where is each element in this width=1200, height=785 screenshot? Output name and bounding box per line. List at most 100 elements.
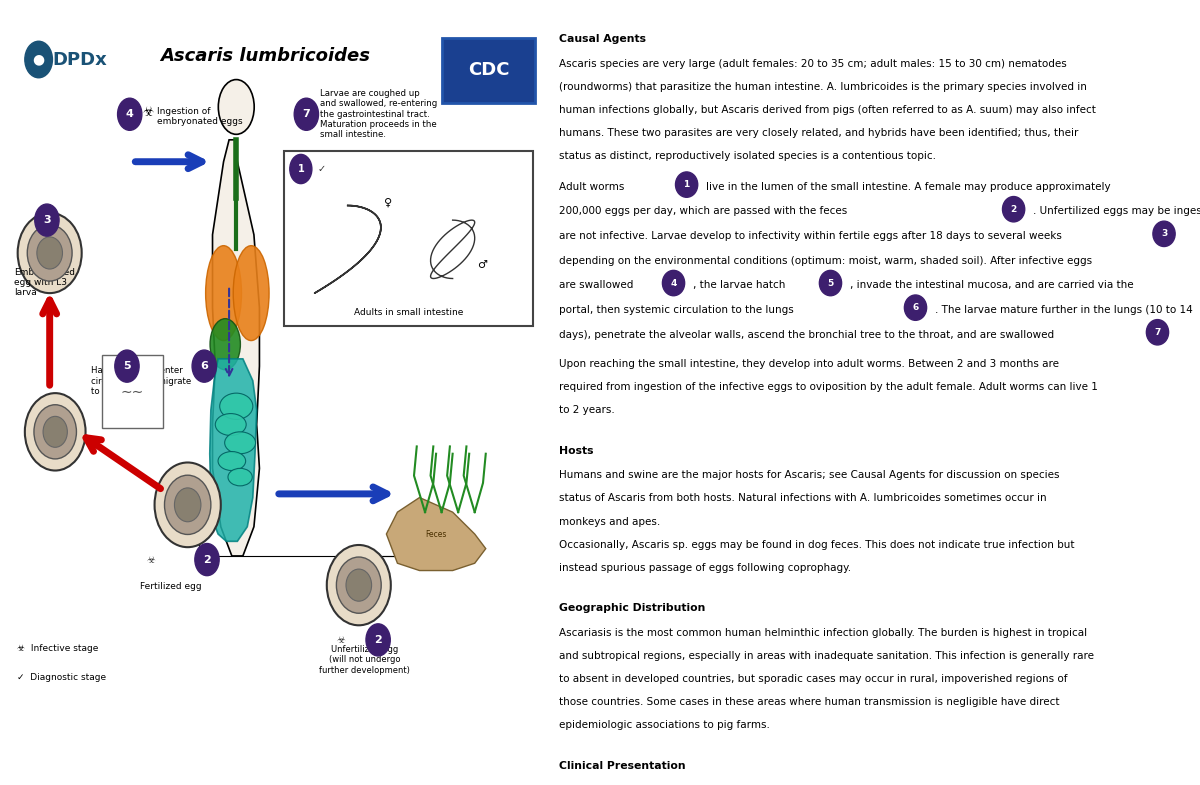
Circle shape — [676, 172, 697, 197]
Circle shape — [294, 98, 318, 130]
Ellipse shape — [326, 545, 391, 626]
Text: are not infective. Larvae develop to infectivity within fertile eggs after 18 da: are not infective. Larvae develop to inf… — [559, 231, 1062, 241]
Text: ☣: ☣ — [143, 105, 154, 119]
Circle shape — [25, 42, 53, 78]
Text: 4: 4 — [126, 109, 133, 119]
Text: 6: 6 — [912, 303, 919, 312]
Text: ∼∼: ∼∼ — [121, 385, 144, 399]
Ellipse shape — [336, 557, 382, 613]
Text: Hosts: Hosts — [559, 446, 594, 456]
Text: Hatched larvae enter
circulation and migrate
to lungs.: Hatched larvae enter circulation and mig… — [91, 366, 191, 396]
Text: monkeys and apes.: monkeys and apes. — [559, 517, 660, 527]
Text: to absent in developed countries, but sporadic cases may occur in rural, impover: to absent in developed countries, but sp… — [559, 674, 1068, 684]
Polygon shape — [386, 498, 486, 571]
Text: ♀: ♀ — [384, 198, 391, 207]
Ellipse shape — [37, 237, 62, 269]
FancyBboxPatch shape — [284, 151, 533, 326]
Circle shape — [35, 204, 59, 236]
Text: Feces: Feces — [425, 530, 446, 539]
Circle shape — [905, 295, 926, 320]
Ellipse shape — [34, 405, 77, 459]
Text: Occasionally, Ascaris sp. eggs may be found in dog feces. This does not indicate: Occasionally, Ascaris sp. eggs may be fo… — [559, 539, 1074, 550]
Ellipse shape — [228, 469, 252, 486]
Ellipse shape — [18, 213, 82, 293]
Text: ☣: ☣ — [337, 635, 346, 645]
Text: Unfertilized egg
(will not undergo
further development): Unfertilized egg (will not undergo furth… — [319, 645, 409, 675]
Text: 5: 5 — [827, 279, 834, 287]
Text: Larvae are coughed up
and swallowed, re-entering
the gastrointestinal tract.
Mat: Larvae are coughed up and swallowed, re-… — [320, 89, 438, 139]
Circle shape — [115, 350, 139, 382]
FancyBboxPatch shape — [442, 38, 535, 104]
Text: Ascaris species are very large (adult females: 20 to 35 cm; adult males: 15 to 3: Ascaris species are very large (adult fe… — [559, 59, 1067, 69]
Text: status of Ascaris from both hosts. Natural infections with A. lumbricoides somet: status of Ascaris from both hosts. Natur… — [559, 494, 1046, 503]
Text: depending on the environmental conditions (optimum: moist, warm, shaded soil). A: depending on the environmental condition… — [559, 256, 1092, 265]
Circle shape — [118, 98, 142, 130]
Circle shape — [1002, 196, 1025, 222]
Text: days), penetrate the alveolar walls, ascend the bronchial tree to the throat, an: days), penetrate the alveolar walls, asc… — [559, 330, 1055, 339]
Text: instead spurious passage of eggs following coprophagy.: instead spurious passage of eggs followi… — [559, 563, 851, 573]
Text: 1: 1 — [684, 180, 690, 189]
Text: Clinical Presentation: Clinical Presentation — [559, 761, 685, 771]
Ellipse shape — [155, 462, 221, 547]
Ellipse shape — [220, 393, 253, 419]
Ellipse shape — [25, 393, 85, 470]
Text: DPDx: DPDx — [53, 50, 107, 68]
Circle shape — [194, 543, 220, 575]
Text: 4: 4 — [671, 279, 677, 287]
Text: those countries. Some cases in these areas where human transmission is negligibl: those countries. Some cases in these are… — [559, 697, 1060, 707]
Text: 5: 5 — [124, 361, 131, 371]
Text: Adult worms: Adult worms — [559, 182, 624, 192]
Text: ♂: ♂ — [478, 260, 487, 269]
Text: Upon reaching the small intestine, they develop into adult worms. Between 2 and : Upon reaching the small intestine, they … — [559, 359, 1060, 369]
Ellipse shape — [215, 414, 246, 436]
Text: . The larvae mature further in the lungs (10 to 14: . The larvae mature further in the lungs… — [935, 305, 1193, 315]
Text: 1: 1 — [298, 164, 305, 174]
Text: Causal Agents: Causal Agents — [559, 35, 646, 44]
Text: Ascaris lumbricoides: Ascaris lumbricoides — [160, 47, 370, 65]
Text: humans. These two parasites are very closely related, and hybrids have been iden: humans. These two parasites are very clo… — [559, 128, 1079, 138]
FancyBboxPatch shape — [102, 355, 163, 428]
Text: ☣  Infective stage: ☣ Infective stage — [17, 644, 98, 653]
Circle shape — [1146, 319, 1169, 345]
Ellipse shape — [218, 451, 246, 470]
Text: . Unfertilized eggs may be ingested but: . Unfertilized eggs may be ingested but — [1033, 206, 1200, 217]
Text: required from ingestion of the infective eggs to oviposition by the adult female: required from ingestion of the infective… — [559, 382, 1098, 392]
Text: , the larvae hatch: , the larvae hatch — [694, 280, 786, 290]
Text: CDC: CDC — [468, 61, 509, 79]
Ellipse shape — [28, 225, 72, 281]
Text: 2: 2 — [1010, 205, 1016, 214]
Polygon shape — [212, 140, 259, 556]
Circle shape — [366, 624, 390, 656]
Circle shape — [290, 155, 312, 184]
Text: ✓: ✓ — [317, 164, 325, 174]
Text: 6: 6 — [200, 361, 208, 371]
Text: Adults in small intestine: Adults in small intestine — [354, 308, 463, 317]
Text: 7: 7 — [302, 109, 311, 119]
Circle shape — [662, 270, 685, 296]
Ellipse shape — [218, 79, 254, 134]
Text: live in the lumen of the small intestine. A female may produce approximately: live in the lumen of the small intestine… — [707, 182, 1111, 192]
Text: status as distinct, reproductively isolated species is a contentious topic.: status as distinct, reproductively isola… — [559, 152, 936, 162]
Text: Ascariasis is the most common human helminthic infection globally. The burden is: Ascariasis is the most common human helm… — [559, 628, 1087, 637]
Ellipse shape — [43, 416, 67, 447]
Text: (roundworms) that parasitize the human intestine. A. lumbricoides is the primary: (roundworms) that parasitize the human i… — [559, 82, 1087, 92]
Text: epidemiologic associations to pig farms.: epidemiologic associations to pig farms. — [559, 720, 770, 730]
Text: ☣: ☣ — [146, 554, 155, 564]
Text: Embryonated
egg with L3
larva: Embryonated egg with L3 larva — [14, 268, 74, 298]
Text: human infections globally, but Ascaris derived from pigs (often referred to as A: human infections globally, but Ascaris d… — [559, 105, 1096, 115]
Text: ●: ● — [32, 53, 44, 67]
Ellipse shape — [210, 319, 240, 370]
Text: to 2 years.: to 2 years. — [559, 405, 614, 415]
Text: 7: 7 — [1154, 328, 1160, 337]
Ellipse shape — [174, 488, 200, 522]
Text: portal, then systemic circulation to the lungs: portal, then systemic circulation to the… — [559, 305, 794, 315]
Text: , invade the intestinal mucosa, and are carried via the: , invade the intestinal mucosa, and are … — [850, 280, 1134, 290]
Text: ✓  Diagnostic stage: ✓ Diagnostic stage — [17, 673, 106, 682]
Ellipse shape — [205, 246, 241, 341]
Polygon shape — [210, 359, 257, 542]
Circle shape — [820, 270, 841, 296]
Text: Geographic Distribution: Geographic Distribution — [559, 603, 706, 613]
Text: Fertilized egg: Fertilized egg — [140, 582, 202, 591]
Circle shape — [192, 350, 216, 382]
Text: 3: 3 — [1160, 229, 1168, 239]
